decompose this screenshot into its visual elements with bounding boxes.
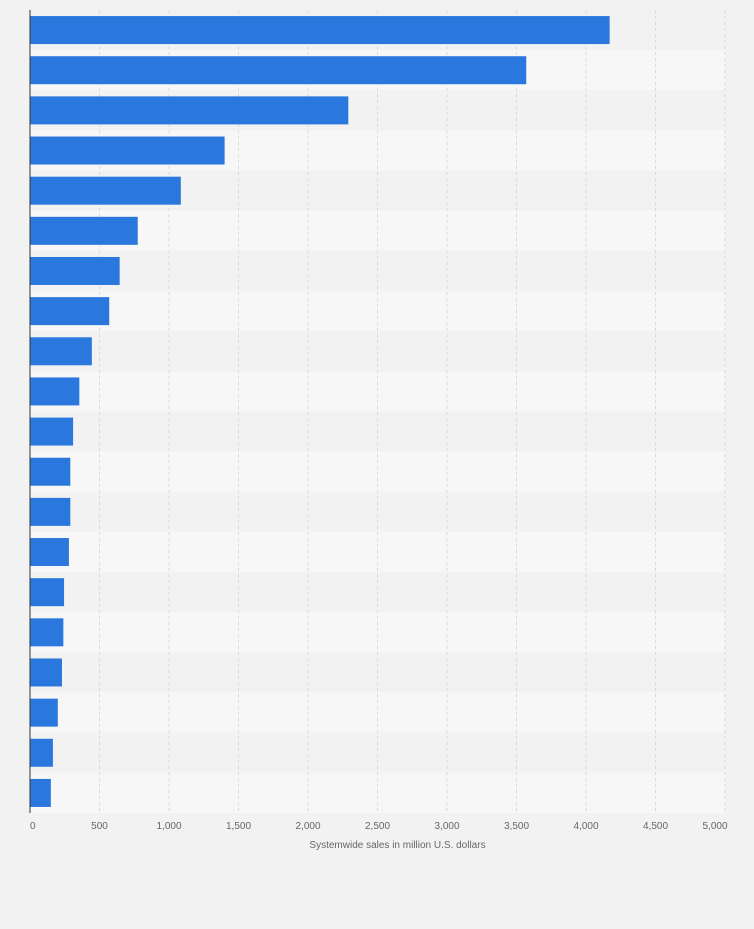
bar xyxy=(30,658,62,687)
bar xyxy=(30,457,71,486)
bar xyxy=(30,377,80,406)
bar xyxy=(30,337,92,366)
bar xyxy=(30,698,58,727)
x-tick-label: 0 xyxy=(30,821,36,832)
bar xyxy=(30,417,74,446)
bar xyxy=(30,256,120,285)
bars xyxy=(30,16,610,807)
bar xyxy=(30,96,349,125)
x-tick-label: 2,000 xyxy=(295,821,320,832)
bar xyxy=(30,297,110,326)
bar xyxy=(30,738,53,767)
x-tick-label: 3,000 xyxy=(434,821,459,832)
x-tick-label: 4,500 xyxy=(643,821,668,832)
bar xyxy=(30,578,65,607)
x-axis-title: Systemwide sales in million U.S. dollars xyxy=(309,840,485,851)
bar xyxy=(30,538,69,567)
bar xyxy=(30,176,181,205)
bar xyxy=(30,618,64,647)
bar xyxy=(30,497,71,526)
x-tick-label: 5,000 xyxy=(702,821,727,832)
x-tick-labels: 0 500 1,000 1,500 2,000 2,500 3,000 3,500 4,000 4… xyxy=(30,821,728,832)
x-tick-label: 4,000 xyxy=(573,821,598,832)
x-tick-label: 500 xyxy=(91,821,108,832)
x-tick-label: 1,500 xyxy=(226,821,251,832)
bar xyxy=(30,778,51,807)
bar xyxy=(30,216,138,245)
bar xyxy=(30,136,225,165)
x-tick-label: 1,000 xyxy=(156,821,181,832)
bar xyxy=(30,56,527,85)
bar xyxy=(30,16,610,45)
x-tick-label: 2,500 xyxy=(365,821,390,832)
x-tick-label: 3,500 xyxy=(504,821,529,832)
